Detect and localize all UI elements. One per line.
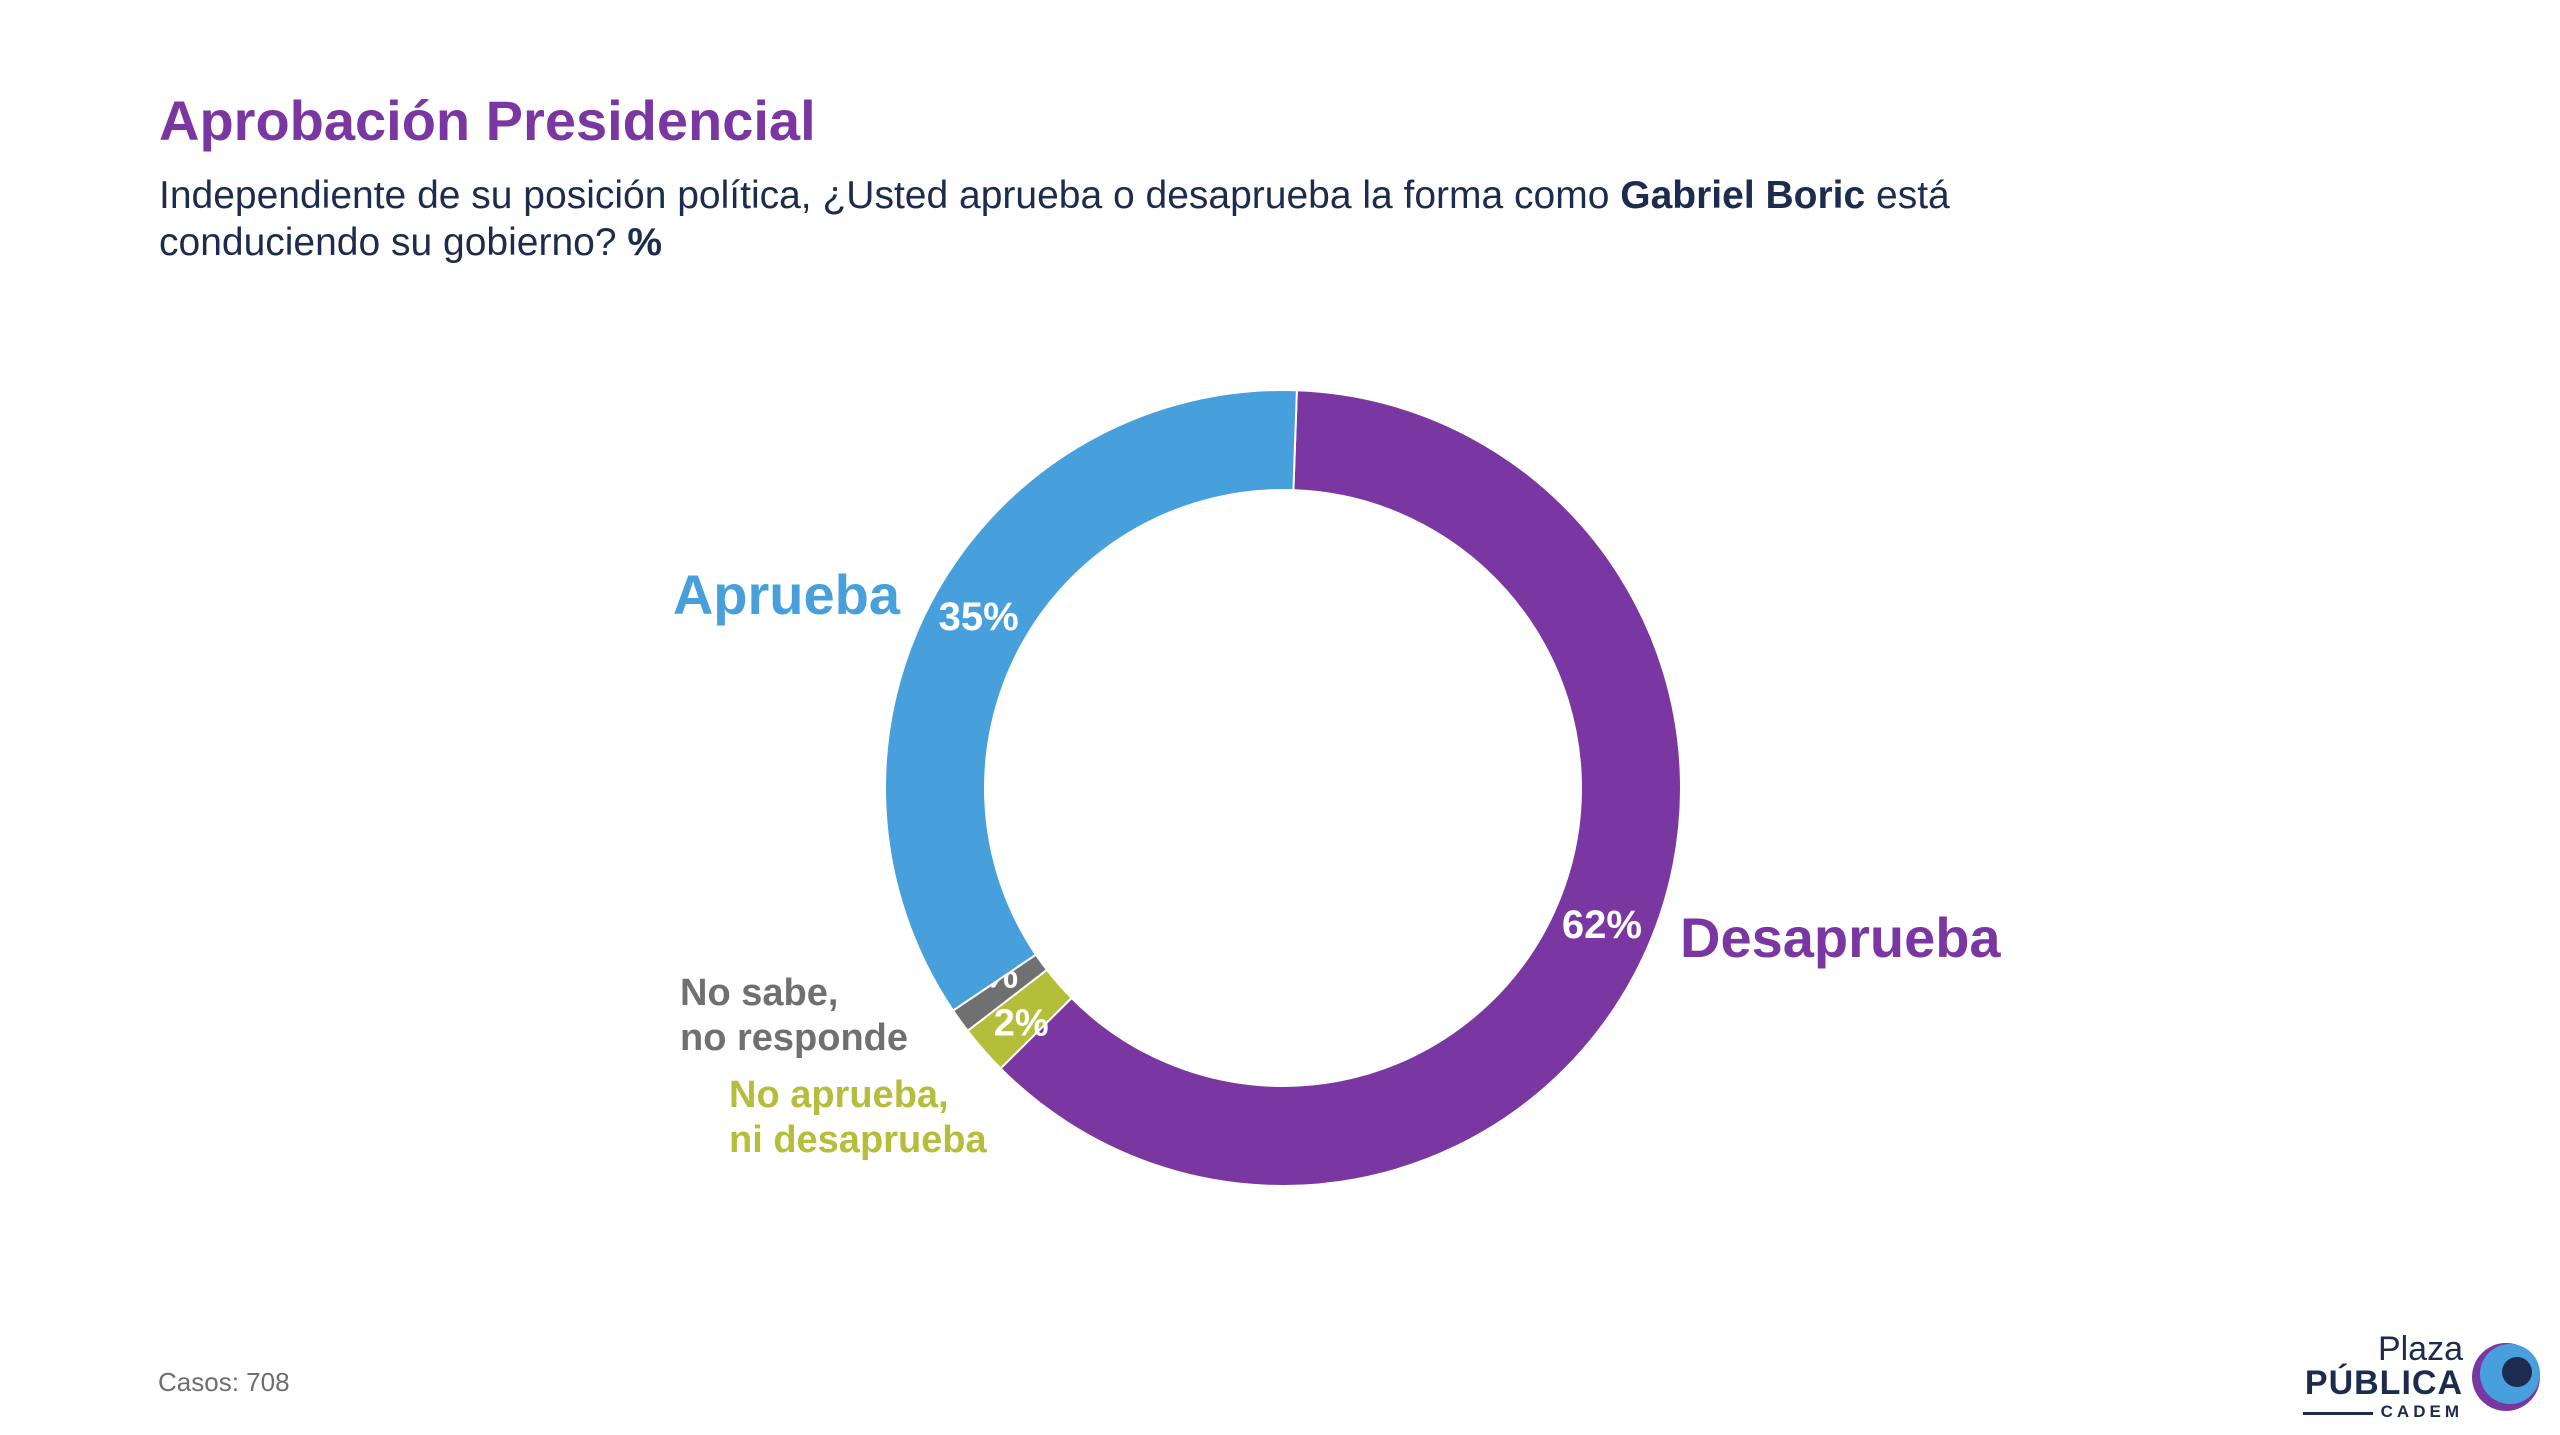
sample-size: Casos: 708 bbox=[158, 1367, 290, 1397]
chart-title: Aprobación Presidencial bbox=[159, 89, 816, 152]
slice-category-label: No sabe, no responde bbox=[680, 972, 908, 1059]
slice-value-label: 62% bbox=[1562, 903, 1642, 947]
question-text-end: está conduciendo su gobierno? bbox=[159, 174, 1950, 264]
slice-value-label: 35% bbox=[939, 595, 1019, 639]
logo-underline bbox=[2303, 1412, 2373, 1415]
logo-text-plaza: Plaza bbox=[2377, 1330, 2463, 1368]
slice-value-label: 2% bbox=[994, 1002, 1049, 1044]
question-unit: % bbox=[627, 221, 663, 264]
logo-mark-icon bbox=[2472, 1343, 2540, 1411]
donut-slice-3 bbox=[884, 389, 1298, 1012]
donut-slice-0 bbox=[999, 389, 1683, 1187]
logo-text-cadem: CADEM bbox=[2380, 1402, 2463, 1421]
plaza-publica-logo: Plaza PÚBLICA CADEM bbox=[2303, 1330, 2545, 1425]
chart-question: Independiente de su posición política, ¿… bbox=[159, 172, 2159, 266]
slice-category-label: Aprueba bbox=[673, 563, 901, 626]
logo-text-publica: PÚBLICA bbox=[2304, 1364, 2463, 1402]
slice-category-label: No aprueba, ni desaprueba bbox=[729, 1074, 987, 1161]
slice-category-label: Desaprueba bbox=[1680, 906, 2001, 969]
question-text: Independiente de su posición política, ¿… bbox=[159, 174, 1621, 217]
question-president-name: Gabriel Boric bbox=[1620, 174, 1866, 217]
